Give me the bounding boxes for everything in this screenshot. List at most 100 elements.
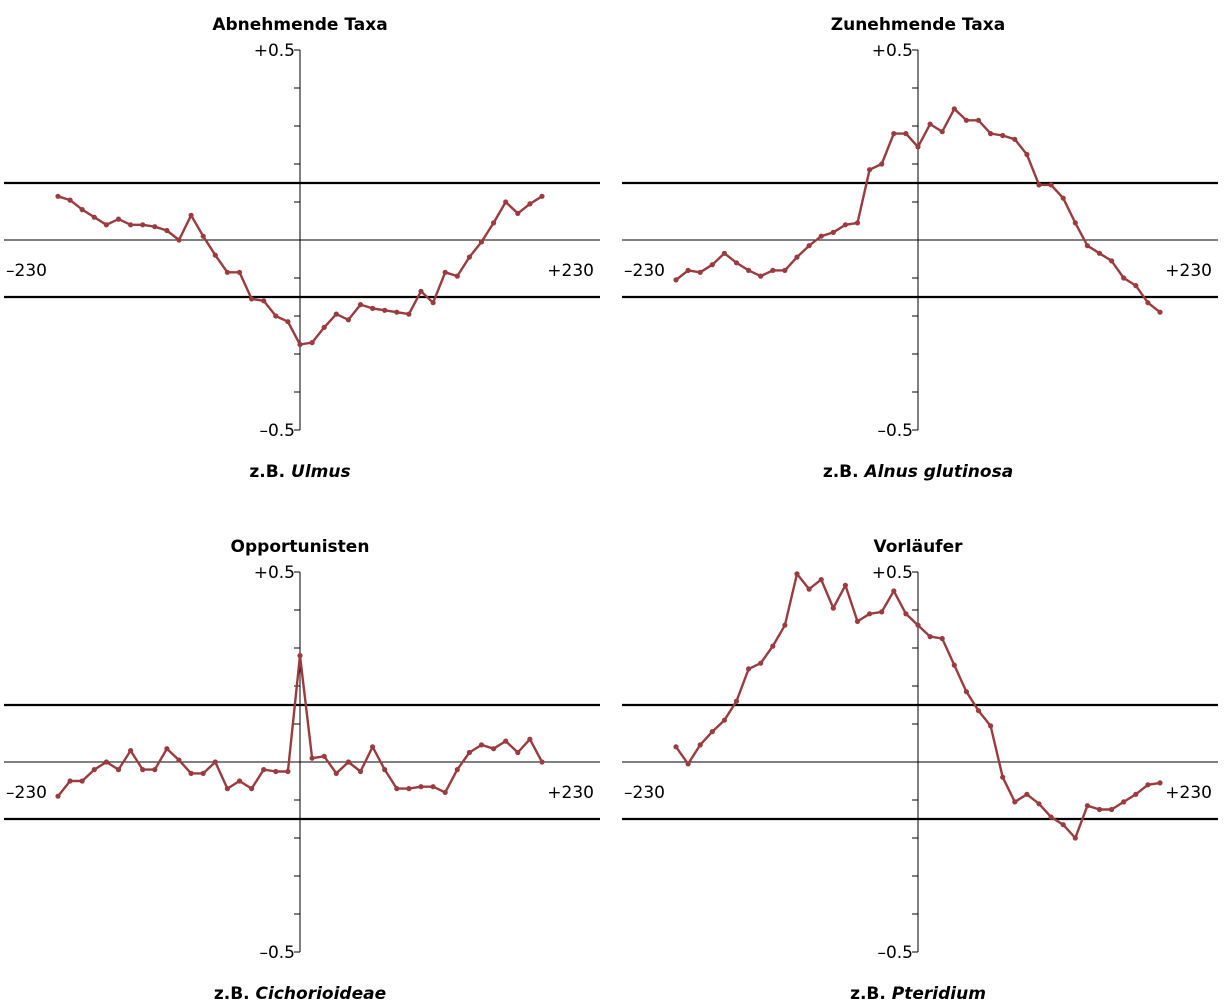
data-point	[466, 749, 472, 756]
data-point	[733, 698, 740, 704]
x-tick-label-left: –230	[624, 261, 665, 281]
data-point	[140, 222, 146, 228]
data-point	[854, 618, 861, 624]
y-tick-label-bottom: –0.5	[259, 943, 295, 963]
data-point	[91, 767, 97, 773]
data-point	[357, 302, 364, 308]
data-point	[685, 761, 691, 767]
data-point	[1096, 806, 1103, 813]
data-point	[1012, 136, 1018, 142]
data-point	[1109, 258, 1115, 264]
data-point	[128, 222, 134, 228]
data-point	[285, 768, 291, 775]
data-point	[188, 212, 194, 218]
data-point	[430, 300, 436, 306]
data-point	[818, 577, 824, 583]
data-point	[273, 768, 279, 775]
data-point	[442, 789, 448, 795]
data-point	[212, 759, 218, 765]
data-point	[140, 767, 146, 773]
data-point	[224, 786, 230, 792]
data-point	[527, 201, 533, 207]
chart-caption: z.B. Ulmus	[249, 462, 350, 482]
data-point	[963, 117, 969, 123]
data-point	[321, 753, 327, 759]
data-point	[430, 784, 436, 790]
x-tick-label-left: –230	[6, 783, 47, 803]
chart-svg: Abnehmende Taxa +0.5 –0.5 –230 +230 z.B. Ulmu…	[4, 15, 600, 482]
data-point	[770, 643, 776, 649]
data-point	[758, 660, 764, 666]
data-point	[478, 742, 485, 748]
data-point	[55, 193, 61, 199]
data-point	[673, 744, 679, 750]
data-point	[721, 250, 727, 256]
chart-title: Vorläufer	[873, 537, 963, 557]
x-tick-label-left: –230	[624, 783, 665, 803]
data-point	[1145, 300, 1151, 306]
data-point	[1000, 132, 1006, 139]
data-point	[236, 778, 243, 784]
data-point	[152, 224, 158, 230]
data-point	[67, 778, 73, 784]
data-point	[539, 759, 545, 765]
data-point	[975, 117, 982, 123]
data-point	[782, 267, 788, 273]
data-point	[1133, 791, 1139, 797]
data-point	[709, 729, 715, 735]
data-point	[963, 689, 969, 695]
y-tick-label-top: +0.5	[872, 41, 913, 61]
x-tick-label-right: +230	[547, 783, 594, 803]
chart-svg: Vorläufer +0.5 –0.5 –230 +230 z.B. Pteridium	[622, 537, 1218, 1004]
data-point	[1048, 182, 1054, 188]
data-point	[382, 307, 388, 313]
data-point	[527, 736, 533, 742]
data-point	[176, 237, 182, 243]
data-point	[394, 786, 400, 792]
data-point	[975, 708, 982, 714]
data-point	[951, 106, 957, 112]
data-point	[939, 129, 945, 135]
data-point	[370, 305, 376, 311]
data-point	[903, 611, 909, 617]
data-point	[515, 749, 521, 756]
data-point	[746, 666, 752, 672]
data-point	[249, 296, 255, 302]
data-point	[1000, 774, 1006, 780]
data-point	[988, 723, 994, 729]
data-point	[709, 262, 715, 268]
data-point	[333, 311, 339, 317]
data-point	[818, 233, 824, 239]
data-point	[988, 131, 994, 137]
data-point	[1036, 801, 1042, 807]
data-point	[103, 222, 109, 228]
data-point	[152, 767, 158, 773]
data-point	[867, 167, 873, 173]
data-point	[806, 586, 812, 592]
data-point	[830, 229, 836, 235]
data-point	[770, 267, 776, 273]
caption-prefix: z.B.	[823, 462, 865, 482]
data-point	[1145, 782, 1151, 788]
data-point	[91, 214, 97, 220]
data-point	[746, 267, 752, 273]
data-point	[1084, 243, 1090, 249]
data-point	[1024, 151, 1030, 158]
data-point	[1084, 803, 1090, 809]
data-point	[697, 742, 703, 748]
data-point	[454, 767, 460, 773]
data-point	[382, 767, 388, 773]
y-tick-label-bottom: –0.5	[877, 943, 913, 963]
chart-caption: z.B. Alnus glutinosa	[823, 462, 1013, 482]
data-point	[333, 770, 339, 776]
data-point	[939, 635, 945, 642]
x-tick-label-right: +230	[547, 261, 594, 281]
caption-prefix: z.B.	[214, 984, 256, 1004]
data-point	[503, 199, 509, 205]
chart-vorlaeufer: Vorläufer +0.5 –0.5 –230 +230 z.B. Pteridium	[622, 528, 1218, 1008]
data-point	[1060, 822, 1066, 828]
caption-taxon: Ulmus	[291, 462, 351, 482]
chart-title: Zunehmende Taxa	[831, 15, 1005, 35]
data-point	[503, 738, 509, 744]
data-point	[442, 269, 448, 275]
